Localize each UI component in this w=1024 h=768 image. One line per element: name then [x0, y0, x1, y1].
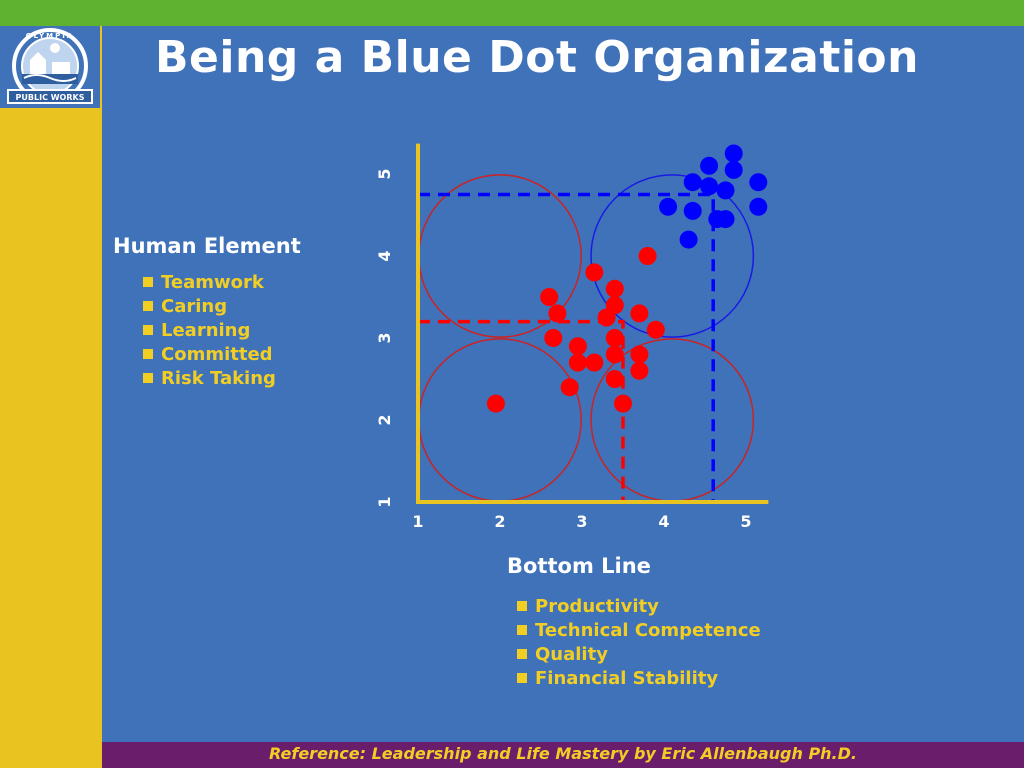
x-tick-label: 2 [494, 512, 505, 531]
data-point [724, 144, 743, 163]
logo-text-top: OLYMPIA [26, 32, 75, 40]
human-element-item-label: Teamwork [161, 271, 264, 293]
y-tick-label: 4 [375, 250, 394, 261]
data-point [724, 160, 743, 179]
bullet-square-icon [143, 349, 153, 359]
x-tick-label: 4 [658, 512, 669, 531]
data-point [630, 345, 649, 364]
x-tick-label: 3 [576, 512, 587, 531]
x-tick-label: 1 [412, 512, 423, 531]
data-point [630, 361, 649, 380]
human-element-item-label: Caring [161, 295, 228, 317]
quadrant-circle [418, 338, 582, 502]
bullet-square-icon [143, 277, 153, 287]
data-point [605, 279, 624, 298]
page-title: Being a Blue Dot Organization [155, 32, 919, 83]
y-tick-label: 2 [375, 414, 394, 425]
reference-line [418, 319, 625, 502]
human-element-item: Caring [143, 294, 276, 318]
bottom-line-item-label: Quality [535, 643, 608, 665]
human-element-heading: Human Element [113, 234, 301, 258]
bottom-line-item: Financial Stability [517, 666, 761, 690]
y-tick-label: 5 [375, 168, 394, 179]
top-bar [0, 0, 1024, 26]
data-point [716, 210, 735, 229]
data-point [560, 378, 579, 397]
y-tick-label: 1 [375, 496, 394, 507]
human-element-item: Learning [143, 318, 276, 342]
bottom-line-item-label: Financial Stability [535, 667, 719, 689]
side-bar [0, 26, 102, 768]
data-point [646, 320, 665, 339]
data-point [749, 173, 768, 192]
bottom-line-item: Quality [517, 642, 761, 666]
data-point [605, 296, 624, 315]
data-point [700, 156, 719, 175]
human-element-item-label: Committed [161, 343, 273, 365]
bottom-line-item: Technical Competence [517, 618, 761, 642]
data-point [630, 304, 649, 323]
data-point [548, 304, 567, 323]
data-point [540, 288, 559, 306]
bullet-square-icon [143, 373, 153, 383]
logo: PUBLIC WORKS OLYMPIA [0, 26, 102, 108]
data-point [679, 230, 698, 249]
bottom-line-list: Productivity Technical Competence Quality F… [517, 594, 761, 690]
data-point [683, 173, 702, 192]
human-element-item: Risk Taking [143, 366, 276, 390]
y-tick-label: 3 [375, 332, 394, 343]
bullet-square-icon [517, 625, 527, 635]
olympia-public-works-logo: PUBLIC WORKS OLYMPIA [7, 28, 93, 104]
data-point [700, 177, 719, 196]
bullet-square-icon [517, 649, 527, 659]
bullet-square-icon [143, 325, 153, 335]
bottom-line-item-label: Technical Competence [535, 619, 761, 641]
blue-dot-scatter-chart: 1 2 3 4 5 1 2 3 4 5 [375, 143, 769, 531]
bottom-line-heading: Bottom Line [507, 554, 651, 578]
data-point [659, 197, 678, 216]
data-point [716, 181, 735, 200]
data-point [638, 247, 657, 265]
data-point [614, 394, 632, 413]
bullet-square-icon [517, 673, 527, 683]
x-tick-label: 5 [740, 512, 751, 531]
data-point [605, 345, 624, 364]
data-point [605, 329, 624, 347]
data-point [683, 201, 702, 220]
human-element-item: Committed [143, 342, 276, 366]
footer-bar [102, 742, 1024, 768]
quadrant-circle [590, 174, 755, 338]
bottom-line-item-label: Productivity [535, 595, 659, 617]
bottom-line-item: Productivity [517, 594, 761, 618]
data-point [585, 263, 604, 282]
human-element-item-label: Risk Taking [161, 367, 276, 389]
data-point [585, 353, 604, 372]
logo-text-bottom: PUBLIC WORKS [16, 93, 85, 102]
data-point [605, 370, 624, 388]
bullet-square-icon [517, 601, 527, 611]
human-element-item-label: Learning [161, 319, 251, 341]
data-point [544, 329, 563, 347]
data-point [568, 337, 587, 356]
bullet-square-icon [143, 301, 153, 311]
reference-line [418, 192, 715, 502]
human-element-item: Teamwork [143, 270, 276, 294]
data-point [486, 394, 505, 413]
data-point [749, 197, 768, 216]
human-element-list: Teamwork Caring Learning Committed Risk Taki… [143, 270, 276, 390]
reference-footer: Reference: Leadership and Life Mastery b… [268, 744, 857, 763]
data-point [568, 353, 587, 372]
